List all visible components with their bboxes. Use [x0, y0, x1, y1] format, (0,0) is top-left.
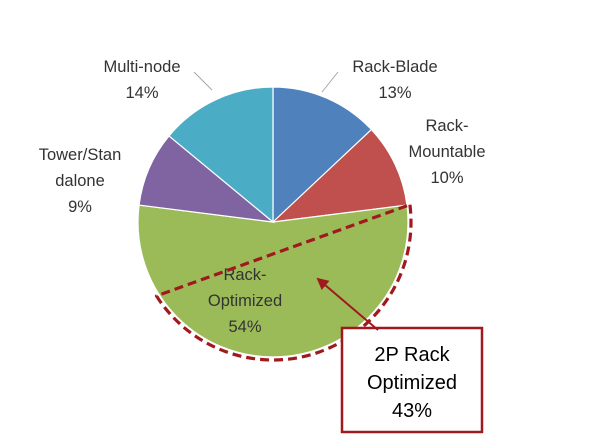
callout-text-line: 43% — [392, 400, 432, 422]
slice-rack-mountable — [271, 128, 408, 223]
callout-arrow — [316, 277, 379, 331]
slice-rack-optimized-value-label: 54% — [228, 318, 261, 336]
slice-rack-blade — [272, 86, 373, 224]
highlight-2p-rack-optimized-outline — [154, 203, 413, 362]
callout-box — [340, 326, 484, 434]
slice-rack-optimized-name-label: Rack- — [223, 266, 266, 284]
leader-lines — [193, 71, 339, 93]
highlight-layer — [154, 203, 413, 362]
slice-rack-mountable-name-label: Mountable — [408, 143, 485, 161]
slice-labels: Rack-Blade 13% Rack- Mountable 10% Rack- Optim… — [39, 58, 486, 336]
callout-text-line: 2P Rack — [374, 344, 450, 366]
slice-multi-node-leader-line — [193, 71, 213, 91]
slice-rack-mountable-name-label: Rack- — [425, 117, 468, 135]
callout-layer: 2P Rack Optimized 43% — [316, 277, 484, 434]
slice-multi-node-value-label: 14% — [125, 84, 158, 102]
slice-multi-node-name-label: Multi-node — [103, 58, 180, 76]
slice-rack-optimized — [137, 204, 409, 358]
slice-tower-standalone-name-label: dalone — [55, 172, 105, 190]
slice-tower-standalone-name-label: Tower/Stan — [39, 146, 122, 164]
callout-text-line: Optimized — [367, 372, 457, 394]
slice-multi-node — [168, 86, 274, 224]
slice-rack-blade-leader-line — [321, 71, 339, 93]
slice-rack-mountable-value-label: 10% — [430, 169, 463, 187]
slice-rack-optimized-name-label: Optimized — [208, 292, 282, 310]
slice-rack-blade-value-label: 13% — [378, 84, 411, 102]
slice-rack-blade-name-label: Rack-Blade — [352, 58, 437, 76]
slices-layer — [137, 86, 409, 358]
slice-tower-standalone-value-label: 9% — [68, 198, 92, 216]
